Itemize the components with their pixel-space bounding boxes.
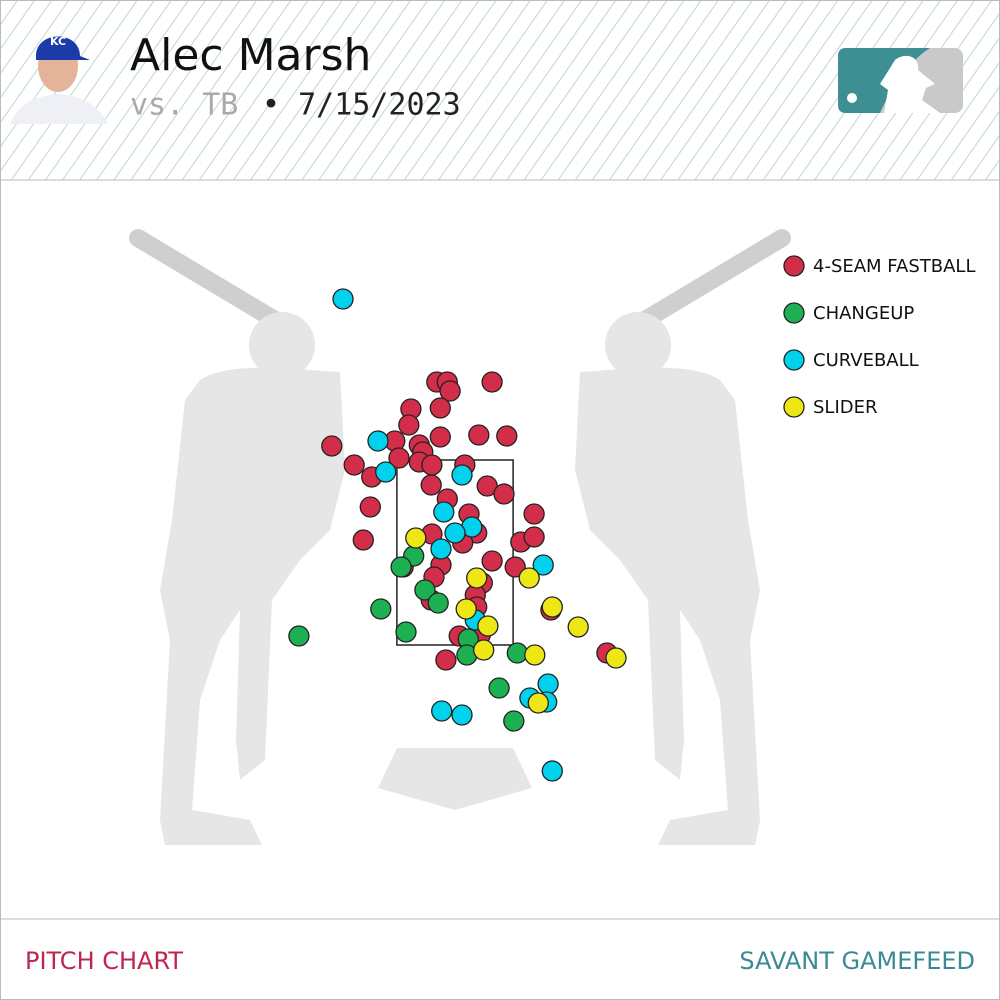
pitch: [518, 567, 540, 589]
pitch: [439, 380, 461, 402]
mlb-logo: [838, 48, 963, 113]
pitch: [370, 598, 392, 620]
pitch: [375, 461, 397, 483]
batter-silhouettes: [129, 229, 791, 845]
pitch: [541, 760, 563, 782]
game-date: • 7/15/2023: [262, 88, 461, 123]
legend-swatch: [783, 255, 805, 277]
pitch: [451, 704, 473, 726]
headshot: KC: [10, 35, 108, 124]
pitch: [352, 529, 374, 551]
pitch: [359, 496, 381, 518]
pitch: [523, 503, 545, 525]
footer-right: SAVANT GAMEFEED: [739, 947, 975, 975]
pitch: [488, 677, 510, 699]
pitch: [414, 579, 436, 601]
pitch: [435, 649, 457, 671]
pitch: [541, 596, 563, 618]
pitch: [481, 371, 503, 393]
pitch: [433, 501, 455, 523]
svg-text:KC: KC: [50, 35, 66, 48]
pitch: [503, 710, 525, 732]
pitch: [321, 435, 343, 457]
pitch: [605, 647, 627, 669]
pitch: [431, 700, 453, 722]
pitch: [420, 474, 442, 496]
pitch: [390, 556, 412, 578]
pitch: [496, 425, 518, 447]
pitch: [466, 567, 488, 589]
pitch: [527, 692, 549, 714]
opponent: vs. TB: [130, 88, 238, 123]
pitch: [504, 556, 526, 578]
pitch: [332, 288, 354, 310]
footer-left: PITCH CHART: [25, 947, 183, 975]
pitch: [524, 644, 546, 666]
pitch: [477, 615, 499, 637]
pitch: [468, 424, 490, 446]
player-name: Alec Marsh: [130, 30, 371, 81]
legend-swatch: [783, 302, 805, 324]
pitch: [398, 414, 420, 436]
pitch: [405, 527, 427, 549]
pitch: [451, 464, 473, 486]
legend-label: SLIDER: [813, 397, 878, 418]
legend-swatch: [783, 349, 805, 371]
pitch: [429, 426, 451, 448]
pitch: [532, 554, 554, 576]
legend-label: CHANGEUP: [813, 303, 914, 324]
pitch: [367, 430, 389, 452]
pitch: [444, 522, 466, 544]
pitch: [506, 642, 528, 664]
pitch: [429, 397, 451, 419]
pitch: [388, 447, 410, 469]
pitch: [421, 454, 443, 476]
pitch: [343, 454, 365, 476]
pitch: [288, 625, 310, 647]
pitch: [493, 483, 515, 505]
legend-label: 4-SEAM FASTBALL: [813, 256, 975, 277]
pitch: [455, 598, 477, 620]
pitch: [430, 538, 452, 560]
pitch: [395, 621, 417, 643]
pitch: [481, 550, 503, 572]
legend-label: CURVEBALL: [813, 350, 919, 371]
legend-swatch: [783, 396, 805, 418]
pitch: [567, 616, 589, 638]
pitch: [427, 592, 449, 614]
pitch: [523, 526, 545, 548]
pitch: [537, 673, 559, 695]
header-bg: [1, 1, 999, 180]
pitch: [473, 639, 495, 661]
